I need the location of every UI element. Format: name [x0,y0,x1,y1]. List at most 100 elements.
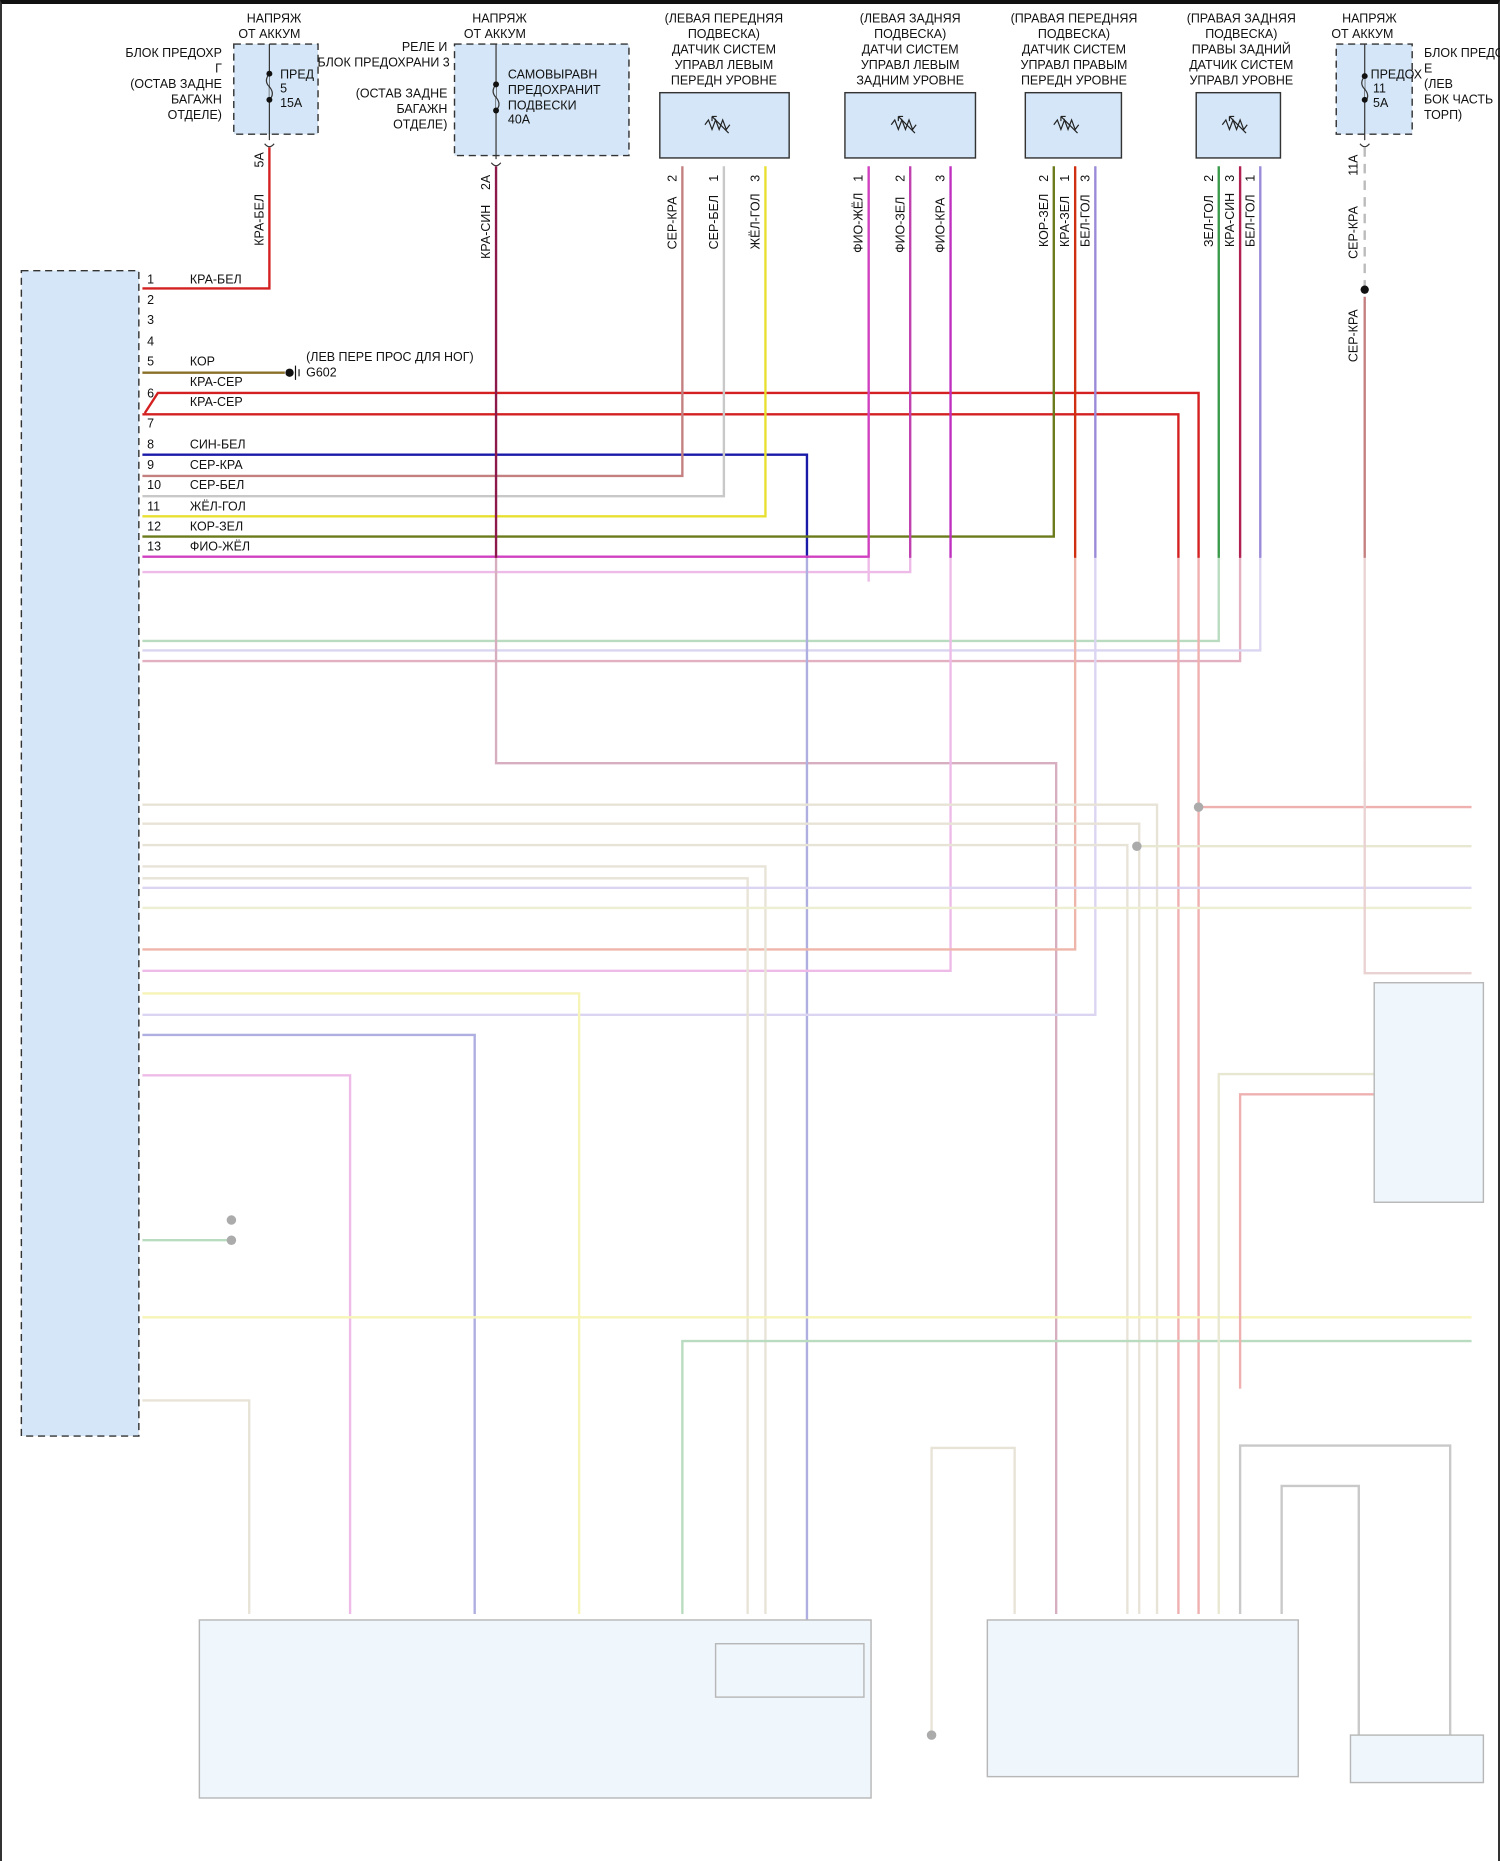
sensor-title: ПОДВЕСКА) [1038,27,1110,41]
sensor-title: (ЛЕВАЯ ЗАДНЯЯ [860,12,961,26]
block-label: БОК ЧАСТЬ [1424,92,1493,106]
ground-location: (ЛЕВ ПЕРЕ ПРОС ДЛЯ НОГ) [306,350,473,364]
block-label: (ОСТАВ ЗАДНЕ [130,77,222,91]
wire-label: КРА-СЕР [190,375,243,389]
wire-label: СЕР-КРА [1347,205,1361,258]
wire-violet-yellow [142,166,870,558]
supply-label: ОТ АККУМ [1331,27,1393,41]
wire-label: КРА-ЗЕЛ [1058,196,1072,247]
block-label: ТОРП) [1424,108,1462,122]
sensor-left-front: (ЛЕВАЯ ПЕРЕДНЯЯ ПОДВЕСКА) ДАТЧИК СИСТЕМ … [659,12,790,249]
pin-label: 3 [1223,175,1237,182]
variable-resistor-icon [890,115,917,134]
control-unit-box [20,269,140,1437]
block-label: ОТДЕЛЕ) [393,117,447,131]
fuse-box [453,43,630,157]
block-label: БАГАЖН [396,102,447,116]
wire-label: ЖЁЛ-ГОЛ [748,193,762,249]
fuse-block-mid: НАПРЯЖ ОТ АККУМ РЕЛЕ И БЛОК ПРЕДОХРАНИ 3… [317,12,630,259]
fuse-label: 11 [1373,82,1386,96]
pin-label: 5А [252,152,266,168]
wire-brown-green [142,166,1055,538]
connector-icon [1359,143,1370,148]
pin-label: 3 [934,175,948,182]
wire-label: ФИО-ЗЕЛ [893,197,907,253]
supply-label: НАПРЯЖ [472,12,527,26]
wire-label: КРА-СИН [479,205,493,259]
wire-label: КРА-БЕЛ [252,194,266,246]
sensor-title: ПОДВЕСКА) [1205,27,1277,41]
supply-label: ОТ АККУМ [238,27,300,41]
pin-number: 10 [147,478,161,492]
fuse-block-left: НАПРЯЖ ОТ АККУМ БЛОК ПРЕДОХР Г (ОСТАВ ЗА… [125,12,319,246]
ground-id: G602 [306,365,337,379]
block-label: БАГАЖН [171,92,222,106]
sensor-title: (ПРАВАЯ ПЕРЕДНЯЯ [1011,12,1138,26]
wire-label: ФИО-ЖЁЛ [190,540,250,554]
fuse-label: 5 [280,82,287,96]
fuse-label: 40А [508,113,531,127]
pin-label: 3 [1078,175,1092,182]
sensor-title: УПРАВЛ УРОВНЕ [1189,73,1293,87]
block-label: Г [215,62,222,76]
pin-number: 3 [147,313,154,327]
pin-label: 2 [1202,175,1216,182]
pin-number: 6 [147,387,154,401]
pin-label: 2 [1037,175,1051,182]
block-label: БЛОК ПРЕДО [1424,46,1500,60]
pin-number: 13 [147,540,161,554]
sensor-title: (ЛЕВАЯ ПЕРЕДНЯЯ [665,12,784,26]
block-label: (ЛЕВ [1424,77,1453,91]
wire-label: КРА-СИН [1223,193,1237,247]
pin-number: 9 [147,458,154,472]
pin-number: 5 [147,355,154,369]
sensor-title: ПЕРЕДН УРОВНЕ [1021,73,1127,87]
fuse-label: ПРЕДОХ [1371,67,1423,81]
pin-number: 2 [147,293,154,307]
wire-label: СЕР-КРА [190,458,243,472]
fuse-label: ПРЕД [280,67,315,81]
ground-icon [285,368,294,377]
wire-label: БЕЛ-ГОЛ [1078,194,1092,247]
block-label: РЕЛЕ И [402,40,448,54]
variable-resistor-icon [1221,115,1248,134]
wire-label: СЕР-КРА [1347,309,1361,362]
pin-number: 4 [147,334,154,348]
wire-label: КОР-ЗЕЛ [1037,194,1051,247]
wire-label: КРА-БЕЛ [190,273,242,287]
sensor-title: УПРАВЛ ЛЕВЫМ [675,58,774,72]
wire-label: СИН-БЕЛ [190,438,246,452]
ecu-pin-labels: 1 КРА-БЕЛ 2 3 4 5 КОР КРА-СЕР 6 КРА-СЕР … [147,273,250,554]
pin-label: 1 [1243,175,1257,182]
wire-label: КРА-СЕР [190,395,243,409]
fuse-label: ПРЕДОХРАНИТ [508,83,601,97]
lower-diagram-blurred [142,557,1485,1799]
supply-label: НАПРЯЖ [247,12,302,26]
pin-label: 11А [1347,154,1361,176]
block-label: (ОСТАВ ЗАДНЕ [356,86,448,100]
pin-label: 1 [707,175,721,182]
wire-label: БЕЛ-ГОЛ [1243,194,1257,247]
ground-g602: (ЛЕВ ПЕРЕ ПРОС ДЛЯ НОГ) G602 [285,350,474,380]
block-label: ОТДЕЛЕ) [168,108,222,122]
pin-label: 2А [479,174,493,190]
splice-icon [1360,285,1369,294]
sensor-title: ДАТЧИ СИСТЕМ [862,43,959,57]
wire-grey-red [142,166,684,478]
fuse-box [1335,43,1413,135]
sensor-title: (ПРАВАЯ ЗАДНЯЯ [1187,12,1296,26]
sensor-right-front: (ПРАВАЯ ПЕРЕДНЯЯ ПОДВЕСКА) ДАТЧИК СИСТЕМ… [1011,12,1138,247]
sensor-title: ДАТЧИК СИСТЕМ [672,43,776,57]
sensor-box [844,91,977,159]
sensor-left-rear: (ЛЕВАЯ ЗАДНЯЯ ПОДВЕСКА) ДАТЧИ СИСТЕМ УПР… [844,12,977,253]
fuse-box [233,43,319,135]
sensor-title: ПОДВЕСКА) [874,27,946,41]
wire-label: СЕР-БЕЛ [190,478,244,492]
pin-number: 7 [147,416,154,430]
supply-label: ОТ АККУМ [464,27,526,41]
pin-number: 8 [147,438,154,452]
wire-label: ЖЁЛ-ГОЛ [190,499,246,513]
wire-yellow-blue [142,166,767,518]
sensor-title: ПЕРЕДН УРОВНЕ [671,73,777,87]
